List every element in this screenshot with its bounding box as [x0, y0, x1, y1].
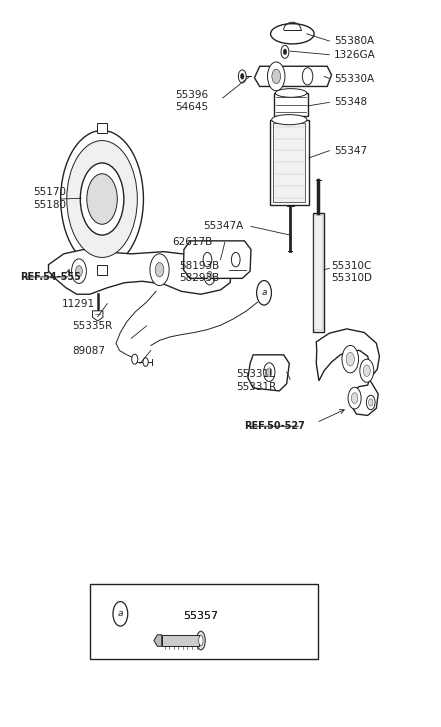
Text: REF.54-555: REF.54-555 [20, 272, 81, 282]
Circle shape [143, 358, 148, 366]
Text: 55180: 55180 [33, 200, 66, 210]
Polygon shape [316, 329, 379, 415]
Circle shape [203, 252, 212, 267]
Circle shape [257, 281, 272, 305]
Ellipse shape [199, 635, 203, 646]
Circle shape [132, 354, 138, 364]
Circle shape [155, 262, 164, 277]
Text: 1326GA: 1326GA [334, 49, 375, 60]
Circle shape [272, 69, 280, 84]
Circle shape [150, 254, 169, 286]
Circle shape [71, 259, 86, 284]
Circle shape [87, 174, 117, 224]
FancyBboxPatch shape [313, 213, 324, 332]
Text: 55357: 55357 [183, 611, 219, 621]
Circle shape [268, 62, 285, 91]
FancyBboxPatch shape [162, 635, 199, 646]
Circle shape [76, 265, 82, 277]
Circle shape [264, 363, 275, 382]
Circle shape [61, 130, 143, 268]
Text: 55170: 55170 [33, 187, 66, 197]
FancyBboxPatch shape [97, 265, 107, 275]
FancyBboxPatch shape [273, 123, 306, 202]
Text: 55335R: 55335R [72, 321, 113, 331]
Text: 55380A: 55380A [334, 36, 374, 46]
Text: 55310C: 55310C [332, 261, 372, 271]
Circle shape [348, 387, 361, 409]
Text: 55330A: 55330A [334, 73, 374, 84]
Polygon shape [154, 635, 162, 646]
Circle shape [366, 395, 375, 410]
Text: 58293B: 58293B [179, 273, 219, 284]
Text: 55347: 55347 [334, 145, 367, 156]
Text: 55331R: 55331R [236, 382, 276, 392]
Circle shape [232, 252, 240, 267]
FancyBboxPatch shape [314, 215, 323, 329]
Circle shape [267, 368, 272, 377]
Text: 89087: 89087 [72, 345, 105, 356]
FancyBboxPatch shape [270, 120, 309, 205]
Text: 55310D: 55310D [332, 273, 373, 284]
Polygon shape [248, 355, 289, 391]
Text: 55348: 55348 [334, 97, 367, 108]
Text: a: a [262, 289, 267, 297]
Polygon shape [254, 66, 332, 87]
Text: 55357: 55357 [183, 611, 219, 621]
Circle shape [113, 601, 128, 626]
Circle shape [80, 163, 124, 235]
Text: 62617B: 62617B [172, 237, 213, 247]
Polygon shape [93, 311, 103, 321]
FancyBboxPatch shape [273, 93, 308, 116]
Ellipse shape [272, 115, 307, 125]
Circle shape [283, 49, 287, 55]
Ellipse shape [271, 24, 314, 44]
Circle shape [207, 271, 212, 280]
Circle shape [240, 73, 244, 79]
Circle shape [67, 140, 137, 257]
FancyBboxPatch shape [97, 123, 107, 132]
Circle shape [346, 353, 355, 366]
Text: 55331L: 55331L [236, 369, 275, 379]
Circle shape [360, 359, 374, 382]
Circle shape [303, 68, 313, 85]
Circle shape [363, 365, 370, 377]
FancyBboxPatch shape [90, 584, 318, 659]
Circle shape [238, 70, 246, 83]
Circle shape [342, 345, 359, 373]
Text: a: a [118, 609, 123, 619]
Ellipse shape [275, 89, 307, 97]
Polygon shape [183, 241, 251, 278]
Text: 58193B: 58193B [179, 261, 219, 271]
Circle shape [204, 266, 215, 285]
Text: 54645: 54645 [175, 103, 208, 113]
Circle shape [351, 393, 358, 403]
Text: 55396: 55396 [175, 90, 208, 100]
Circle shape [369, 399, 373, 406]
Circle shape [281, 45, 289, 58]
Ellipse shape [197, 631, 205, 650]
Polygon shape [49, 249, 232, 294]
Text: REF.50-527: REF.50-527 [244, 421, 305, 431]
Text: 55347A: 55347A [203, 222, 243, 231]
Text: 11291: 11291 [62, 299, 95, 309]
